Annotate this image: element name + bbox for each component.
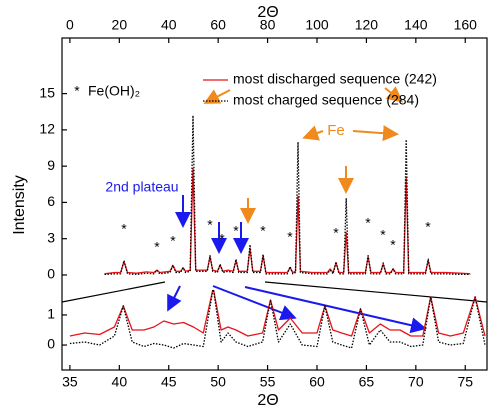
x-tick-label: 0 <box>66 17 74 33</box>
annotation: Fe <box>327 122 345 139</box>
data-line <box>69 290 486 349</box>
y-tick-label: 1 <box>47 306 55 322</box>
legend-label: most discharged sequence (242) <box>233 71 437 87</box>
x-tick-label: 40 <box>161 17 177 33</box>
y-tick-label: 6 <box>47 193 55 209</box>
data-line <box>104 114 471 276</box>
y-tick-label: 0 <box>47 266 55 282</box>
peak-marker: * <box>233 223 239 239</box>
x-tick-label: 55 <box>260 374 276 390</box>
x-tick-label: 65 <box>359 374 375 390</box>
zoom-line <box>61 281 166 303</box>
x-tick-label: 60 <box>309 374 325 390</box>
y-tick-label: 3 <box>47 229 55 245</box>
plot-frame <box>61 37 488 371</box>
peak-marker: * <box>154 239 160 255</box>
peak-marker: * <box>170 233 176 249</box>
peak-marker: * <box>425 219 431 235</box>
x-tick-label: 20 <box>112 17 128 33</box>
x-tick-label: 140 <box>404 17 428 33</box>
arrow <box>302 125 324 141</box>
peak-marker: * <box>333 225 339 241</box>
x-tick-label: 120 <box>355 17 379 33</box>
y-tick-label: 12 <box>39 121 55 137</box>
peak-marker: * <box>287 229 293 245</box>
peak-marker: * <box>390 237 396 253</box>
peak-marker: * <box>121 221 127 237</box>
x-tick-label: 160 <box>454 17 478 33</box>
x-tick-label: 75 <box>457 374 473 390</box>
arrow <box>203 89 231 104</box>
arrow <box>352 125 399 142</box>
peak-marker: * <box>207 217 213 233</box>
peak-marker: * <box>380 227 386 243</box>
y-tick-label: 15 <box>39 84 55 100</box>
annotation: 2nd plateau <box>105 179 178 195</box>
peak-marker: * <box>260 223 266 239</box>
data-line <box>69 290 486 337</box>
arrow <box>384 86 404 103</box>
peak-marker: * <box>365 215 371 231</box>
x-tick-label: 40 <box>112 374 128 390</box>
legend-label: most charged sequence (284) <box>233 92 419 108</box>
x-tick-label: 100 <box>305 17 329 33</box>
arrow <box>212 285 297 321</box>
y-tick-label: 0 <box>47 336 55 352</box>
arrow <box>244 286 427 334</box>
x-axis-title: 2Θ <box>257 392 278 409</box>
x-tick-label: 50 <box>210 374 226 390</box>
y-axis-title: Intensity <box>11 175 28 235</box>
legend-symbol-label: Fe(OH)₂ <box>88 83 140 99</box>
peak-marker: * <box>219 231 225 247</box>
x-tick-label: 35 <box>62 374 78 390</box>
x-tick-label: 60 <box>210 17 226 33</box>
zoom-line <box>264 281 488 303</box>
y-tick-label: 9 <box>47 157 55 173</box>
x-tick-label: 70 <box>408 374 424 390</box>
arrow <box>167 285 182 312</box>
x-tick-label: 80 <box>260 17 276 33</box>
legend-symbol: * <box>74 83 80 99</box>
x-tick-label: 45 <box>161 374 177 390</box>
x-axis-title: 2Θ <box>257 4 278 21</box>
